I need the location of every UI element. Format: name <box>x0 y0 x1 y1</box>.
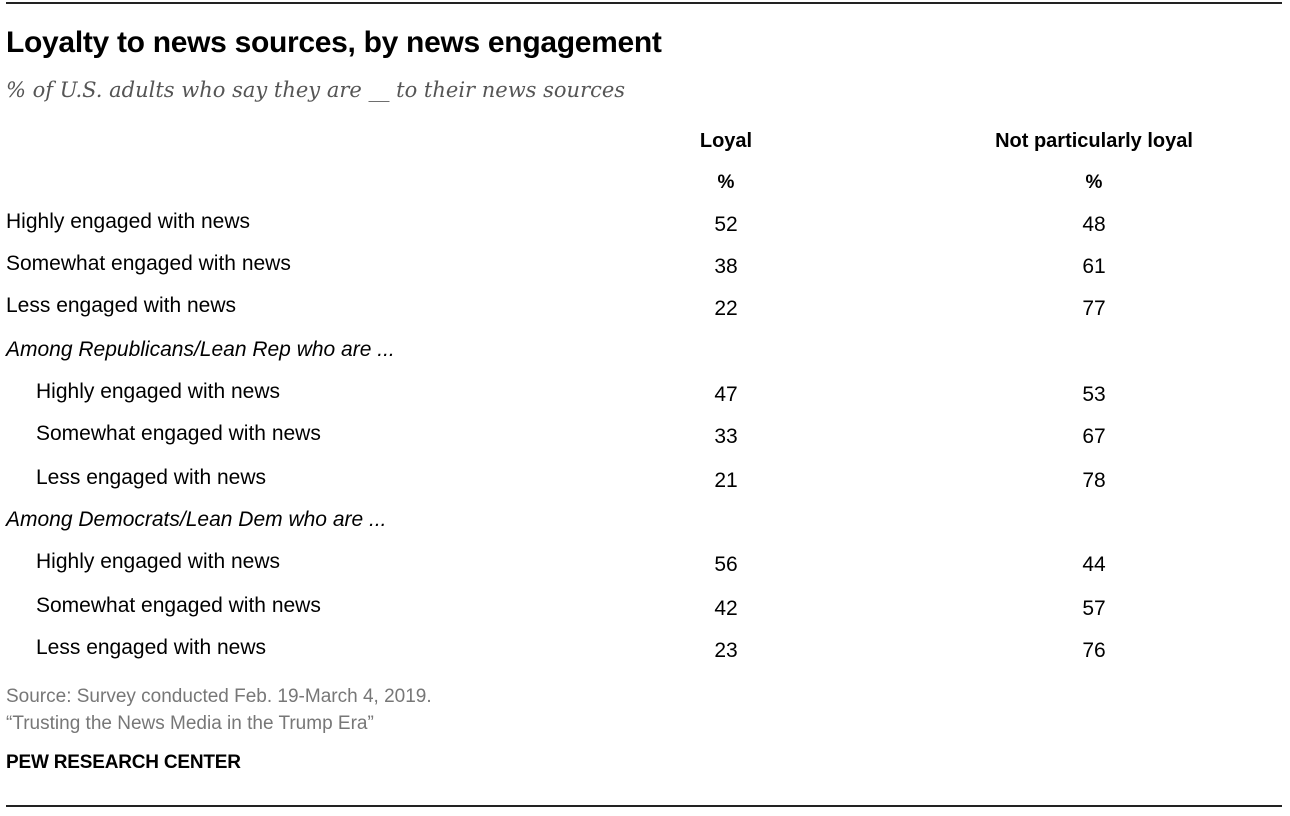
row-label: Less engaged with news <box>36 636 266 659</box>
value-not-loyal: 44 <box>1082 553 1106 576</box>
value-loyal: 22 <box>714 297 738 320</box>
value-loyal: 42 <box>714 597 738 620</box>
value-not-loyal: 67 <box>1082 425 1106 448</box>
row-label: Highly engaged with news <box>6 210 250 233</box>
bottom-rule <box>6 805 1282 807</box>
value-not-loyal: 48 <box>1082 213 1106 236</box>
source-note: Source: Survey conducted Feb. 19-March 4… <box>6 686 432 707</box>
row-label: Somewhat engaged with news <box>36 422 321 445</box>
column-header-loyal: Loyal <box>699 130 753 152</box>
group-label: Among Democrats/Lean Dem who are ... <box>6 508 387 531</box>
chart-subtitle: % of U.S. adults who say they are __ to … <box>6 78 626 102</box>
row-label: Somewhat engaged with news <box>36 594 321 617</box>
value-loyal: 21 <box>714 469 738 492</box>
column-header-not-loyal: Not particularly loyal <box>995 130 1193 152</box>
value-loyal: 47 <box>714 383 738 406</box>
value-not-loyal: 61 <box>1082 255 1106 278</box>
pew-research-center-logo-text: PEW RESEARCH CENTER <box>6 752 241 773</box>
column-unit-not-loyal: % <box>1085 172 1103 193</box>
value-loyal: 38 <box>714 255 738 278</box>
row-label: Less engaged with news <box>6 294 236 317</box>
value-not-loyal: 76 <box>1082 639 1106 662</box>
top-rule <box>6 2 1282 4</box>
chart-title: Loyalty to news sources, by news engagem… <box>6 26 662 59</box>
value-not-loyal: 57 <box>1082 597 1106 620</box>
value-not-loyal: 53 <box>1082 383 1106 406</box>
value-loyal: 52 <box>714 213 738 236</box>
row-label: Highly engaged with news <box>36 550 280 573</box>
column-unit-loyal: % <box>717 172 735 193</box>
row-label: Highly engaged with news <box>36 380 280 403</box>
row-label: Somewhat engaged with news <box>6 252 291 275</box>
row-label: Less engaged with news <box>36 466 266 489</box>
group-label: Among Republicans/Lean Rep who are ... <box>6 338 395 361</box>
value-loyal: 23 <box>714 639 738 662</box>
data-table: Highly engaged with news 52 48 Somewhat eng… <box>6 210 1106 662</box>
report-title-note: “Trusting the News Media in the Trump Er… <box>6 713 374 734</box>
value-not-loyal: 77 <box>1082 297 1106 320</box>
value-loyal: 33 <box>714 425 738 448</box>
value-loyal: 56 <box>714 553 738 576</box>
value-not-loyal: 78 <box>1082 469 1106 492</box>
